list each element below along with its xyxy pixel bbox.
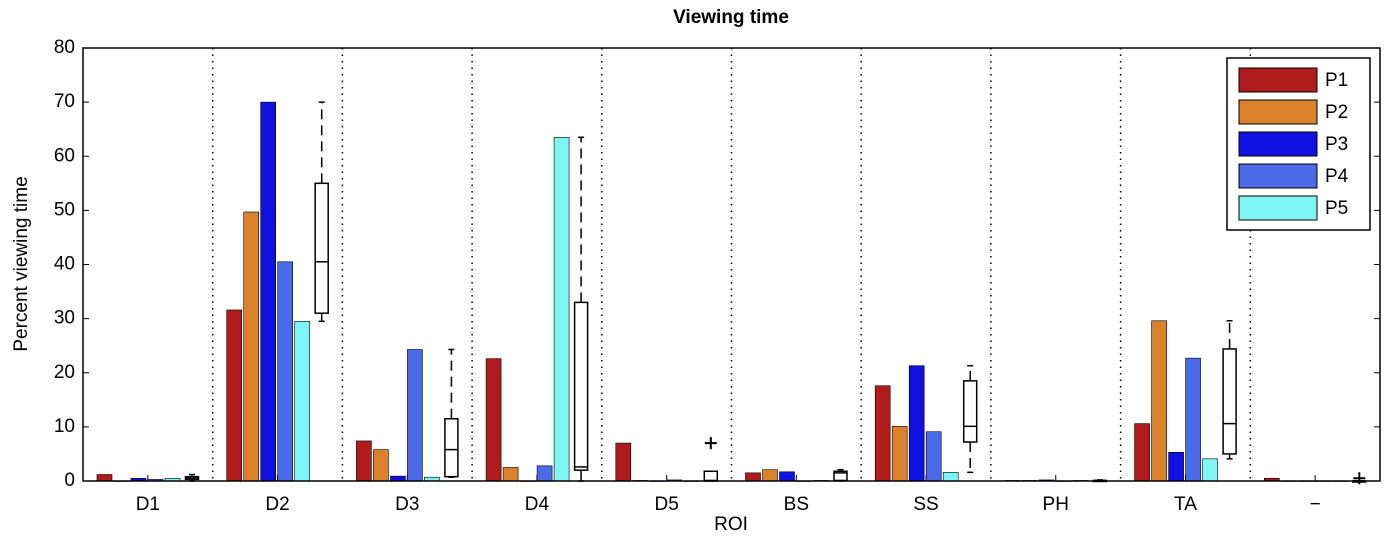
- bar: [243, 211, 259, 482]
- x-tick-label: D5: [655, 494, 679, 515]
- bar: [485, 358, 502, 482]
- y-tick-label: 80: [54, 37, 75, 58]
- x-tick-label: D2: [265, 494, 289, 515]
- box: [703, 470, 719, 482]
- bar: [1168, 452, 1184, 482]
- x-tick-label: D4: [525, 494, 550, 515]
- x-tick-label: BS: [784, 494, 809, 515]
- legend-swatch: [1238, 99, 1318, 125]
- legend-swatch: [1238, 67, 1318, 93]
- y-tick-label: 0: [64, 470, 75, 491]
- box: [573, 301, 589, 471]
- y-tick-label: 30: [54, 308, 75, 329]
- bar: [373, 449, 389, 482]
- legend-label: P1: [1325, 70, 1348, 91]
- legend-label: P5: [1325, 198, 1348, 219]
- bar: [226, 309, 242, 482]
- bar: [1202, 458, 1218, 482]
- bar: [536, 465, 553, 482]
- legend-label: P3: [1325, 134, 1348, 155]
- bar: [908, 365, 925, 482]
- bar: [96, 474, 113, 482]
- box: [962, 380, 978, 443]
- y-tick-label: 10: [54, 416, 75, 437]
- bar: [762, 469, 778, 482]
- bar: [502, 467, 519, 482]
- bar: [615, 442, 632, 482]
- bar: [407, 349, 423, 482]
- bar: [942, 472, 959, 482]
- y-tick-label: 60: [54, 145, 75, 166]
- y-tick-label: 50: [54, 199, 75, 220]
- box: [314, 182, 329, 314]
- y-tick-label: 40: [54, 254, 75, 275]
- bar: [260, 101, 277, 482]
- y-tick-label: 20: [54, 362, 75, 383]
- bar: [1185, 357, 1201, 482]
- outlier: [704, 437, 717, 450]
- x-tick-label: D3: [395, 494, 419, 515]
- x-axis-label: ROI: [714, 514, 748, 535]
- bar: [1134, 423, 1150, 482]
- box: [1222, 348, 1237, 455]
- legend-label: P4: [1325, 166, 1349, 187]
- bar: [874, 385, 891, 482]
- x-tick-label: TA: [1174, 494, 1197, 515]
- bar: [1151, 320, 1167, 482]
- y-tick-label: 70: [54, 91, 75, 112]
- legend-swatch: [1238, 163, 1318, 189]
- chart-title: Viewing time: [673, 7, 789, 28]
- x-tick-label: PH: [1043, 494, 1069, 515]
- bar: [925, 431, 942, 482]
- bar: [553, 137, 570, 482]
- bar: [779, 471, 795, 482]
- bar: [891, 426, 908, 482]
- x-tick-label: −: [1310, 494, 1321, 515]
- bar: [294, 321, 311, 482]
- legend-swatch: [1238, 131, 1318, 157]
- y-axis-label: Percent viewing time: [11, 176, 32, 351]
- x-tick-label: D1: [136, 494, 160, 515]
- bar: [745, 472, 761, 482]
- x-tick-label: SS: [913, 494, 938, 515]
- box: [444, 418, 459, 478]
- legend-label: P2: [1325, 102, 1348, 123]
- legend-swatch: [1238, 195, 1318, 221]
- plot-frame: [82, 47, 1381, 482]
- bar: [356, 440, 372, 482]
- outlier: [1353, 472, 1366, 485]
- bar: [277, 261, 294, 482]
